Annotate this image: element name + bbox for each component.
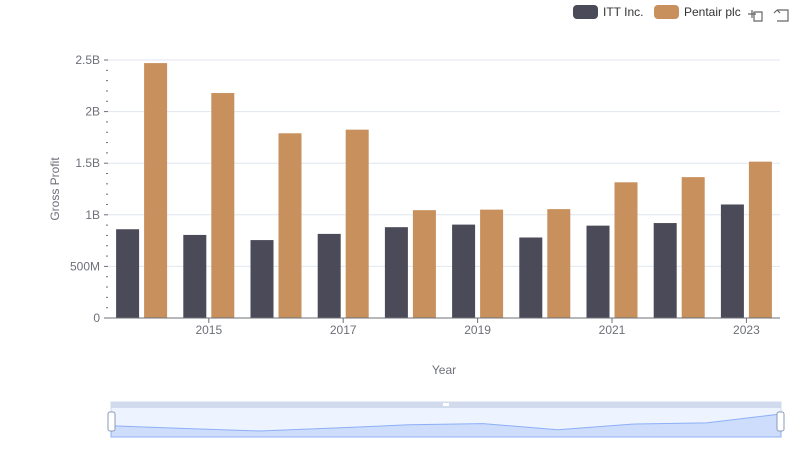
bar-pentair-plc-2015[interactable] <box>211 93 235 318</box>
bar-pentair-plc-2019[interactable] <box>480 209 504 318</box>
legend-label: Pentair plc <box>684 5 741 19</box>
data-zoom-top-grip <box>443 403 449 406</box>
x-tick-label: 2015 <box>195 323 222 337</box>
bar-itt-inc--2016[interactable] <box>250 240 274 318</box>
bar-itt-inc--2018[interactable] <box>384 227 408 318</box>
bar-pentair-plc-2014[interactable] <box>144 63 168 318</box>
bar-itt-inc--2014[interactable] <box>116 229 140 318</box>
x-tick-label: 2017 <box>330 323 357 337</box>
data-zoom-right-handle[interactable] <box>776 411 785 432</box>
data-zoom-left-handle[interactable] <box>107 411 116 432</box>
data-zoom-slider[interactable] <box>107 401 785 438</box>
y-tick-label: 500M <box>70 259 100 273</box>
legend-label: ITT Inc. <box>603 5 643 19</box>
x-tick-labels: 2015 2017 2019 2021 2023 <box>195 318 760 337</box>
legend-swatch <box>573 5 598 19</box>
bar-itt-inc--2020[interactable] <box>519 237 543 318</box>
legend[interactable]: ITT Inc. Pentair plc <box>573 5 741 19</box>
zoom-icon[interactable] <box>748 10 763 22</box>
y-axis-title: Gross Profit <box>48 157 62 221</box>
y-tick-label: 2B <box>85 105 100 119</box>
bar-pentair-plc-2023[interactable] <box>748 161 772 318</box>
bar-pentair-plc-2022[interactable] <box>681 177 705 318</box>
bar-pentair-plc-2017[interactable] <box>345 129 369 318</box>
x-tick-label: 2021 <box>599 323 626 337</box>
y-tick-label: 2.5B <box>75 53 100 67</box>
bar-itt-inc--2021[interactable] <box>586 225 610 318</box>
bar-pentair-plc-2021[interactable] <box>614 182 638 318</box>
zoom-reset-icon[interactable] <box>773 9 789 22</box>
legend-item-pentair-plc[interactable]: Pentair plc <box>654 5 741 19</box>
bar-pentair-plc-2016[interactable] <box>278 133 302 318</box>
x-tick-label: 2023 <box>733 323 760 337</box>
y-tick-labels: 0 500M 1B 1.5B 2B 2.5B <box>70 53 100 325</box>
toolbar <box>748 9 789 22</box>
bar-itt-inc--2015[interactable] <box>183 234 207 318</box>
legend-item-itt-inc-[interactable]: ITT Inc. <box>573 5 643 19</box>
bar-itt-inc--2023[interactable] <box>720 204 744 318</box>
y-tick-label: 0 <box>93 311 100 325</box>
legend-swatch <box>654 5 679 19</box>
x-axis-title: Year <box>432 363 456 377</box>
x-tick-label: 2019 <box>464 323 491 337</box>
y-tick-label: 1.5B <box>75 156 100 170</box>
bar-pentair-plc-2018[interactable] <box>412 210 436 318</box>
bar-itt-inc--2019[interactable] <box>452 224 476 318</box>
bars <box>116 63 772 318</box>
bar-pentair-plc-2020[interactable] <box>547 209 571 318</box>
bar-itt-inc--2017[interactable] <box>317 233 341 318</box>
y-tick-label: 1B <box>85 208 100 222</box>
bar-itt-inc--2022[interactable] <box>653 223 677 318</box>
data-zoom-preview-area <box>110 413 782 438</box>
